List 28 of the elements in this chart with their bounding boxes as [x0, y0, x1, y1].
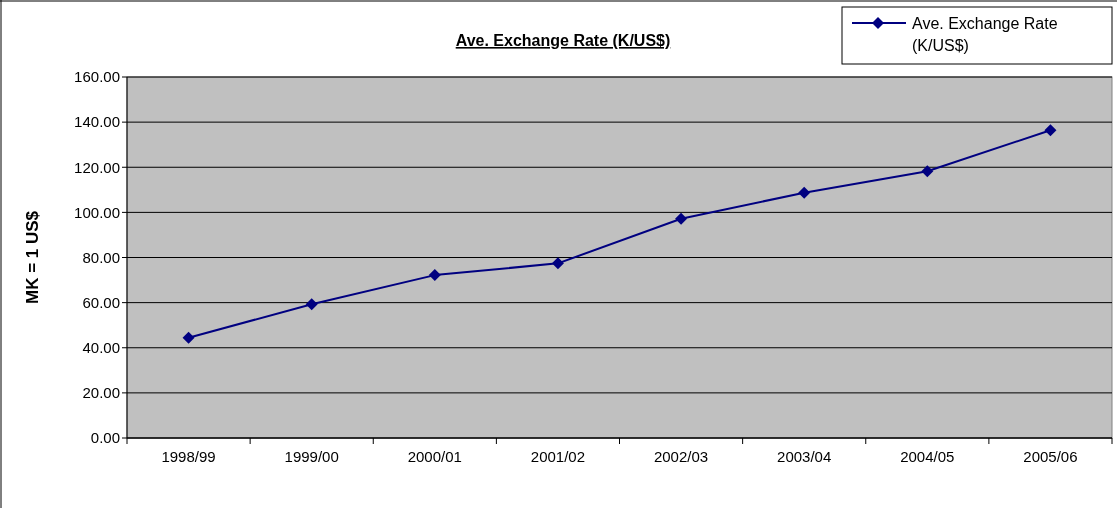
point	[798, 186, 811, 199]
x-tick-label: 2003/04	[777, 448, 832, 465]
x-tick-label: 2004/05	[900, 448, 955, 465]
x-tick-label: 2002/03	[653, 448, 709, 465]
y-tick-label: 120.00	[74, 158, 120, 176]
chart-title: Ave. Exchange Rate (K/US$)	[455, 32, 671, 49]
x-tick-label: 1998/99	[161, 448, 216, 465]
x-tick-label: 2001/02	[530, 448, 586, 465]
y-tick-label: 60.00	[82, 293, 120, 311]
point	[182, 331, 195, 344]
x-tick-label: 2000/01	[407, 448, 462, 465]
point	[305, 298, 318, 311]
x-tick-label: 2005/06	[1023, 448, 1078, 465]
y-tick-label: 80.00	[82, 248, 120, 266]
y-tick-label: 100.00	[74, 203, 120, 221]
legend-label: Ave. Exchange Rate (K/US$)	[912, 14, 1058, 54]
point	[675, 212, 688, 225]
point	[428, 269, 441, 282]
y-tick-label: 0.00	[90, 429, 120, 447]
point	[551, 257, 564, 270]
point	[1044, 124, 1057, 137]
y-axis-title: MK = 1 US$	[23, 210, 42, 305]
y-tick-label: 40.00	[82, 339, 120, 356]
y-tick-label: 140.00	[74, 113, 120, 131]
y-tick-label: 160.00	[74, 68, 120, 86]
point	[921, 165, 934, 178]
x-tick-label: 1999/00	[284, 448, 339, 465]
y-tick-label: 20.00	[82, 384, 120, 402]
